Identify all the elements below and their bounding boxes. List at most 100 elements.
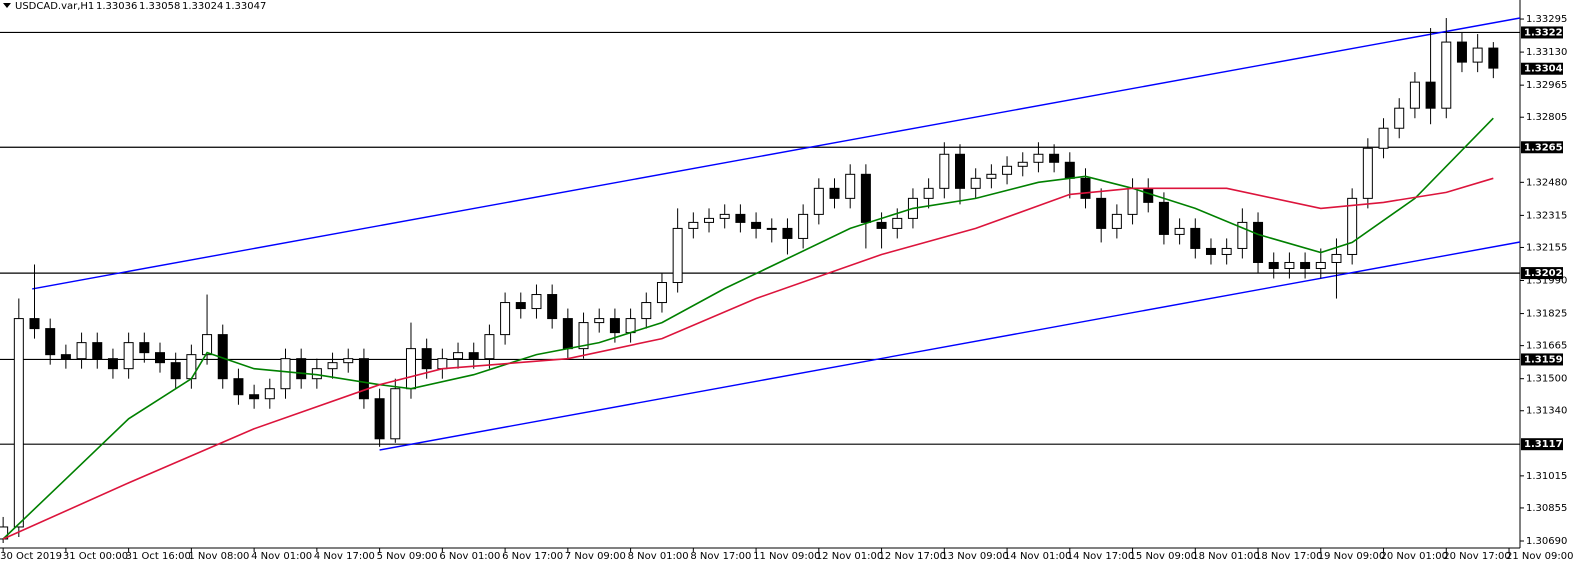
- candle-body: [845, 173, 856, 199]
- candle-body: [1253, 221, 1264, 263]
- y-tick-label: 1.31500: [1526, 374, 1567, 385]
- candle-body: [704, 217, 715, 223]
- x-tick-label: 20 Nov 17:00: [1443, 551, 1510, 562]
- header-value: 1.33024: [182, 1, 223, 12]
- candle-body: [1394, 107, 1405, 129]
- candle-body: [92, 342, 103, 360]
- candle-body: [468, 352, 479, 360]
- candle-body: [923, 187, 934, 199]
- level-label-box: [1521, 353, 1563, 366]
- candle-body: [1441, 41, 1452, 109]
- y-tick-label: 1.31340: [1526, 406, 1567, 417]
- candle-body: [155, 352, 165, 364]
- candle-body: [609, 318, 620, 334]
- candle-body: [1378, 127, 1389, 149]
- candle-body: [1064, 161, 1075, 179]
- y-tick-label: 1.32315: [1526, 210, 1567, 221]
- candle-body: [29, 318, 40, 330]
- candle-body: [453, 352, 464, 360]
- candle-body: [1096, 197, 1107, 229]
- x-tick-label: 4 Nov 01:00: [251, 551, 312, 562]
- candle-body: [1472, 47, 1483, 63]
- candle-body: [76, 342, 87, 360]
- candle-body: [735, 213, 746, 223]
- candle-body: [719, 213, 730, 219]
- candle-body: [1409, 81, 1420, 109]
- y-tick-label: 1.31990: [1526, 276, 1567, 287]
- candle-body: [892, 217, 903, 229]
- y-tick-label: 1.33130: [1526, 47, 1567, 58]
- y-tick-label: 1.31665: [1526, 341, 1567, 352]
- candle-body: [562, 318, 573, 350]
- candle-body: [405, 348, 416, 390]
- candle-body: [1268, 261, 1279, 269]
- candle-body: [986, 173, 997, 179]
- candle-body: [1174, 227, 1185, 235]
- candle-body: [233, 378, 244, 396]
- x-tick-label: 8 Nov 01:00: [628, 551, 689, 562]
- x-tick-label: 18 Nov 17:00: [1255, 551, 1322, 562]
- candle-body: [970, 177, 981, 189]
- candle-body: [1143, 187, 1154, 203]
- candle-body: [1331, 253, 1342, 263]
- header-value: 1.33047: [225, 1, 266, 12]
- candle-body: [829, 187, 840, 199]
- x-tick-label: 15 Nov 09:00: [1130, 551, 1197, 562]
- menu-arrow[interactable]: [3, 3, 11, 8]
- x-tick-label: 6 Nov 01:00: [439, 551, 500, 562]
- x-tick-label: 31 Oct 16:00: [126, 551, 191, 562]
- x-tick-label: 13 Nov 09:00: [941, 551, 1008, 562]
- candle-body: [249, 394, 260, 400]
- candle-body: [1080, 177, 1091, 199]
- x-tick-label: 20 Nov 01:00: [1381, 551, 1448, 562]
- candle-body: [1362, 147, 1373, 199]
- candle-body: [955, 153, 965, 189]
- candle-body: [170, 362, 181, 380]
- level-label-box: [1521, 267, 1563, 280]
- moving-average: [2, 177, 1494, 540]
- candle-body: [1221, 247, 1232, 255]
- trendline: [32, 17, 1521, 290]
- x-tick-label: 12 Nov 17:00: [879, 551, 946, 562]
- x-tick-label: 14 Nov 01:00: [1004, 551, 1071, 562]
- candle-body: [358, 358, 369, 400]
- header-value: 1.33036: [96, 1, 137, 12]
- x-tick-label: 12 Nov 01:00: [816, 551, 883, 562]
- y-tick-label: 1.31825: [1526, 309, 1567, 320]
- last-price-label: 1.33047: [1524, 64, 1570, 75]
- last-price-label-box: [1521, 62, 1563, 75]
- level-label: 1.32027: [1524, 268, 1570, 279]
- x-tick-label: 31 Oct 00:00: [63, 551, 128, 562]
- candle-body: [123, 342, 134, 370]
- header-value: 1.33058: [139, 1, 180, 12]
- candle-body: [264, 388, 275, 400]
- candle-body: [437, 358, 448, 370]
- candle-body: [1017, 161, 1028, 167]
- candle-body: [1205, 247, 1216, 255]
- x-tick-label: 21 Nov 09:00: [1506, 551, 1573, 562]
- candle-body: [186, 354, 197, 380]
- candle-body: [484, 334, 495, 360]
- level-label-box: [1521, 141, 1563, 154]
- candle-body: [1300, 261, 1311, 269]
- candle-body: [500, 302, 511, 336]
- candle-body: [594, 318, 605, 324]
- candle-body: [1456, 41, 1467, 63]
- candle-body: [1049, 153, 1060, 163]
- candle-body: [1127, 187, 1138, 215]
- level-label-box: [1521, 438, 1563, 451]
- chart-title: USDCAD.var,H1: [15, 1, 94, 12]
- level-label: 1.31173: [1524, 439, 1570, 450]
- candle-body: [202, 334, 213, 356]
- candle-body: [1158, 201, 1169, 235]
- x-tick-label: 30 Oct 2019: [0, 551, 62, 562]
- candle-body: [515, 302, 526, 310]
- candle-body: [374, 398, 385, 440]
- level-label: 1.31596: [1524, 354, 1570, 365]
- candle-body: [547, 294, 558, 320]
- candle-body: [672, 227, 683, 284]
- candle-body: [1347, 197, 1358, 255]
- candle-body: [656, 282, 667, 304]
